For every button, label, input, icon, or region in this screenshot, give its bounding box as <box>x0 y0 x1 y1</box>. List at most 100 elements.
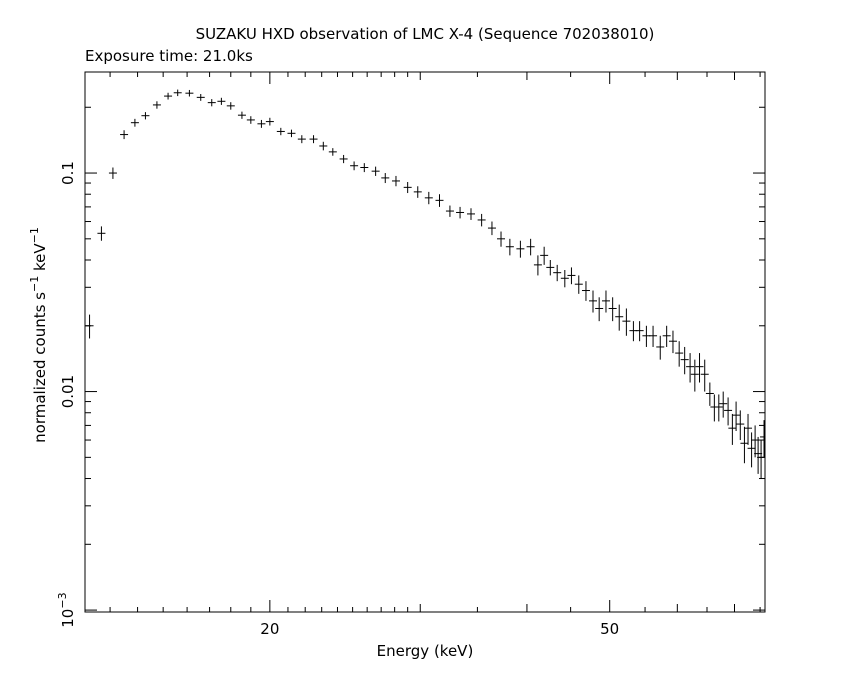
data-point <box>456 206 465 219</box>
data-point <box>487 221 496 236</box>
y-tick-label: 10−3 <box>56 592 77 627</box>
y-tick-label: 0.01 <box>59 375 77 408</box>
y-tick-label: 0.1 <box>59 161 77 185</box>
data-point <box>424 191 433 205</box>
data-point <box>595 297 604 322</box>
data-point <box>413 186 422 198</box>
data-point <box>553 264 562 282</box>
data-point <box>196 93 205 101</box>
data-point <box>686 353 695 383</box>
data-point <box>328 148 337 156</box>
data-point <box>546 260 555 276</box>
data-point <box>297 135 306 144</box>
y-axis-label-main: normalized counts s <box>31 292 49 443</box>
data-point <box>744 413 753 445</box>
data-point <box>85 314 94 339</box>
data-point <box>141 112 150 120</box>
data-point <box>120 130 129 140</box>
y-axis-label-mid: keV <box>31 243 49 276</box>
data-point <box>97 226 106 241</box>
y-axis-label-exp1: −1 <box>28 276 41 292</box>
data-point <box>675 341 684 367</box>
data-point <box>615 304 624 331</box>
data-point <box>467 208 476 220</box>
data-point <box>185 89 194 97</box>
data-point <box>728 413 737 445</box>
data-point <box>477 213 486 227</box>
data-point <box>700 359 709 392</box>
y-tick-label-exp: −3 <box>56 592 69 608</box>
data-point <box>173 89 182 97</box>
data-point <box>257 119 266 128</box>
data-point <box>497 231 506 247</box>
data-point <box>246 116 255 124</box>
x-axis-label: Energy (keV) <box>377 642 474 660</box>
data-point <box>736 410 745 441</box>
chart-title: SUZAKU HXD observation of LMC X-4 (Seque… <box>196 25 655 43</box>
data-point <box>287 129 296 138</box>
data-point <box>724 397 733 426</box>
data-point <box>705 382 714 406</box>
data-point <box>526 238 535 256</box>
data-point <box>668 330 677 354</box>
y-axis-label-exp2: −1 <box>28 227 41 243</box>
chart-subtitle: Exposure time: 21.0ks <box>85 47 253 65</box>
x-tick-label: 20 <box>260 620 279 638</box>
data-point <box>760 420 765 458</box>
y-tick-label-base: 0.1 <box>59 161 77 185</box>
data-point <box>732 401 741 431</box>
data-point <box>695 353 704 383</box>
data-point <box>740 426 749 464</box>
data-point <box>714 394 723 422</box>
data-point <box>719 391 728 418</box>
data-point <box>581 281 590 301</box>
data-point <box>680 346 689 375</box>
data-point <box>130 118 139 127</box>
data-point <box>391 175 400 187</box>
data-point <box>237 111 246 119</box>
data-point <box>608 297 617 322</box>
data-point <box>435 194 444 207</box>
data-point <box>533 255 542 276</box>
data-point <box>207 99 216 107</box>
data-point <box>635 321 644 342</box>
plot-frame <box>84 71 766 613</box>
data-point <box>662 325 671 347</box>
data-point <box>164 92 173 100</box>
data-point <box>360 163 369 173</box>
data-point <box>505 238 514 256</box>
data-point <box>152 101 161 109</box>
data-point <box>589 290 598 313</box>
data-point <box>710 394 719 422</box>
data-point <box>574 275 583 294</box>
data-point <box>690 359 699 392</box>
data-point <box>371 166 380 176</box>
axes: 20 50 10−3 0.01 0.1 <box>56 71 766 638</box>
data-point <box>319 141 328 151</box>
data-point <box>560 269 569 288</box>
data-point <box>540 246 549 265</box>
y-tick-label-base: 10 <box>59 609 77 628</box>
data-point <box>350 161 359 171</box>
data-point <box>567 267 576 285</box>
data-point <box>747 432 756 468</box>
data-point <box>403 181 412 194</box>
data-point <box>217 97 226 105</box>
y-tick-label-base: 0.01 <box>59 375 77 408</box>
data-point <box>108 167 117 179</box>
data-point <box>445 205 454 217</box>
data-point <box>601 290 610 313</box>
data-points <box>85 89 765 479</box>
data-point <box>629 321 638 342</box>
data-point <box>339 154 348 164</box>
data-point <box>381 173 390 184</box>
data-point <box>622 308 631 336</box>
data-point <box>649 325 658 347</box>
data-point <box>642 325 651 347</box>
data-point <box>226 102 235 110</box>
data-point <box>276 127 285 136</box>
data-point <box>656 335 665 360</box>
data-point <box>309 135 318 144</box>
x-tick-label: 50 <box>600 620 619 638</box>
